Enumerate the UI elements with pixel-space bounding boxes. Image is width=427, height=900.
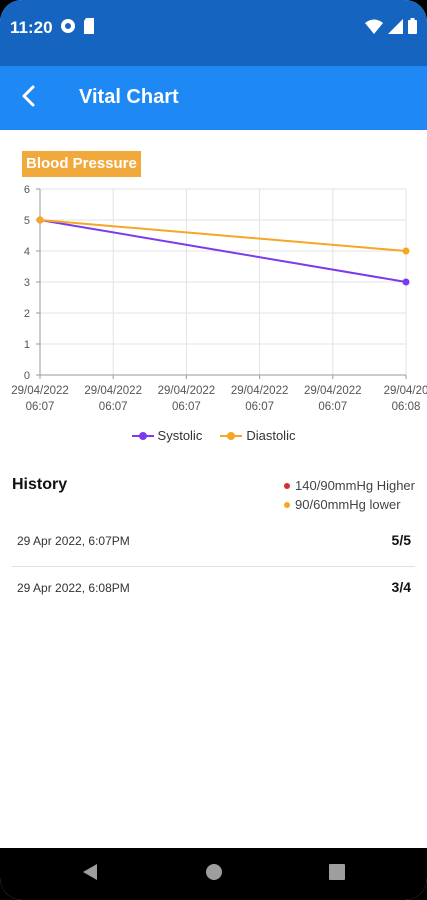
back-arrow-icon bbox=[20, 84, 36, 113]
history-row-date: 29 Apr 2022, 6:08PM bbox=[17, 581, 130, 595]
wifi-icon bbox=[365, 19, 383, 39]
history-divider bbox=[12, 566, 415, 567]
x-tick-label-time: 06:07 bbox=[172, 401, 201, 413]
y-tick-label: 1 bbox=[24, 339, 30, 351]
orange-dot-icon bbox=[284, 501, 291, 508]
nav-back-button[interactable] bbox=[78, 862, 102, 886]
battery-icon bbox=[408, 18, 417, 39]
page-title: Vital Chart bbox=[79, 86, 179, 108]
system-nav-bar bbox=[0, 848, 427, 900]
x-tick-label-date: 29/04/20 bbox=[384, 385, 427, 397]
status-time: 11:20 bbox=[10, 18, 53, 37]
y-tick-label: 3 bbox=[24, 277, 30, 289]
x-tick-label-time: 06:07 bbox=[245, 401, 274, 413]
data-point-systolic bbox=[402, 278, 410, 286]
x-tick-label-date: 29/04/2022 bbox=[158, 385, 216, 397]
history-row[interactable]: 29 Apr 2022, 6:08PM 3/4 bbox=[12, 566, 415, 612]
history-row-value: 5/5 bbox=[391, 532, 411, 548]
history-key-lower: 90/60mmHg lower bbox=[284, 495, 415, 514]
history-row-value: 3/4 bbox=[391, 579, 411, 595]
x-tick-label-time: 06:07 bbox=[26, 401, 55, 413]
y-tick-label: 4 bbox=[24, 246, 30, 258]
nav-recents-button[interactable] bbox=[325, 862, 349, 886]
chart-title-badge: Blood Pressure bbox=[22, 151, 141, 177]
app-bar: Vital Chart bbox=[0, 66, 427, 130]
x-tick-label-date: 29/04/2022 bbox=[84, 385, 142, 397]
nav-home-button[interactable] bbox=[202, 862, 226, 886]
x-tick-label-date: 29/04/2022 bbox=[304, 385, 362, 397]
legend-label-systolic: Systolic bbox=[157, 428, 203, 443]
red-dot-icon bbox=[284, 482, 291, 489]
legend-marker-systolic bbox=[131, 431, 154, 441]
y-tick-label: 5 bbox=[24, 215, 30, 227]
data-point-diastolic bbox=[402, 247, 410, 255]
history-key-higher: 140/90mmHg Higher bbox=[284, 476, 415, 495]
chart-legend: Systolic Diastolic bbox=[0, 428, 427, 443]
y-tick-label: 2 bbox=[24, 308, 30, 320]
x-tick-label-time: 06:08 bbox=[392, 401, 421, 413]
series-line-diastolic bbox=[39, 219, 407, 252]
nav-recents-icon bbox=[329, 863, 345, 885]
back-button[interactable] bbox=[10, 80, 46, 116]
sd-card-icon bbox=[82, 18, 96, 39]
data-saver-icon bbox=[60, 18, 76, 39]
history-row-date: 29 Apr 2022, 6:07PM bbox=[17, 534, 130, 548]
x-tick-label-time: 06:07 bbox=[99, 401, 128, 413]
y-tick-label: 0 bbox=[24, 370, 30, 382]
blood-pressure-chart: 0 1 2 3 4 5 6 29/04/2022 06:07 29/04/2022 06:07 29/… bbox=[11, 184, 427, 413]
y-tick-label: 6 bbox=[24, 184, 30, 196]
signal-icon bbox=[388, 18, 403, 39]
legend-label-diastolic: Diastolic bbox=[246, 428, 296, 443]
history-key-lower-label: 90/60mmHg lower bbox=[295, 497, 401, 512]
history-key-higher-label: 140/90mmHg Higher bbox=[295, 478, 415, 493]
series-line-systolic bbox=[39, 219, 407, 283]
legend-item-diastolic[interactable]: Diastolic bbox=[220, 428, 295, 443]
x-tick-label-time: 06:07 bbox=[318, 401, 347, 413]
nav-back-icon bbox=[82, 863, 98, 886]
data-point-diastolic bbox=[36, 216, 44, 224]
nav-home-icon bbox=[205, 863, 223, 886]
history-title: History bbox=[12, 476, 68, 493]
x-tick-label-date: 29/04/2022 bbox=[11, 385, 69, 397]
legend-item-systolic[interactable]: Systolic bbox=[131, 428, 203, 443]
history-key: 140/90mmHg Higher 90/60mmHg lower bbox=[284, 476, 415, 514]
x-tick-label-date: 29/04/2022 bbox=[231, 385, 289, 397]
status-bar: 11:20 bbox=[0, 0, 427, 66]
legend-marker-diastolic bbox=[220, 431, 243, 441]
history-row[interactable]: 29 Apr 2022, 6:07PM 5/5 bbox=[12, 519, 415, 565]
